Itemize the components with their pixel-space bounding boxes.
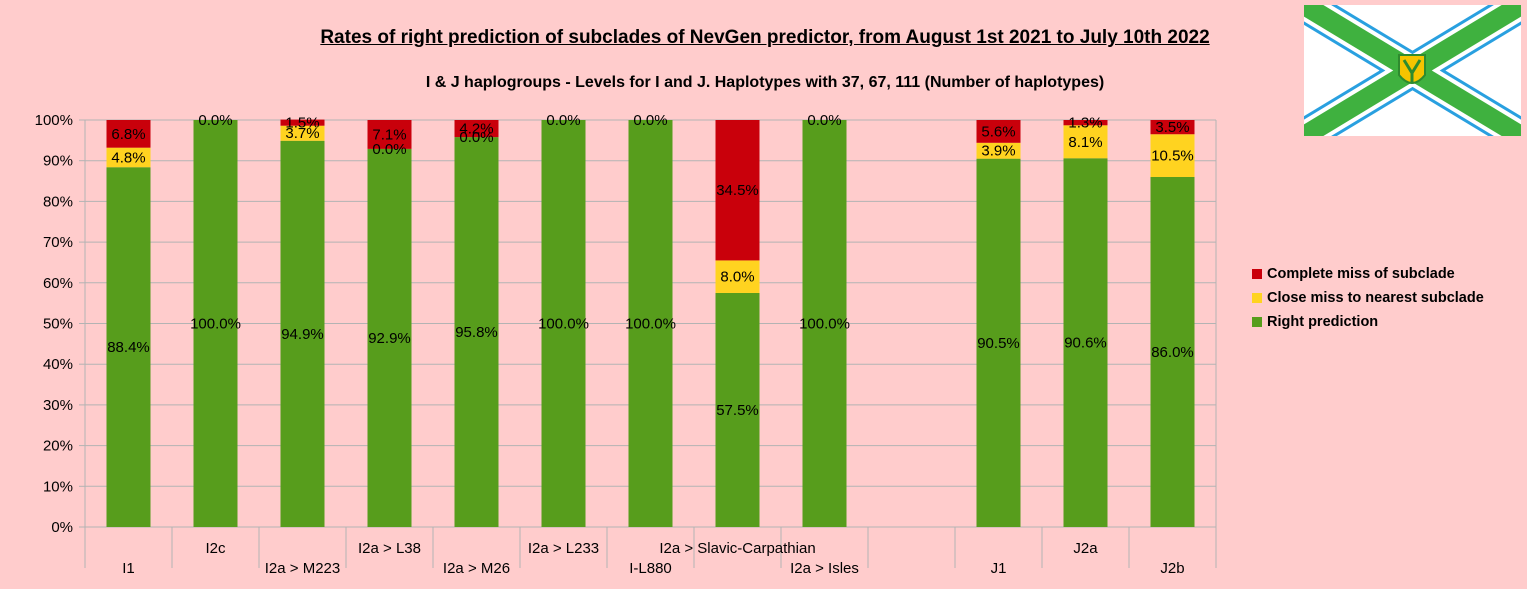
data-label: 0.0% bbox=[633, 112, 667, 129]
data-label: 90.6% bbox=[1064, 335, 1107, 352]
bar-segment bbox=[1063, 158, 1108, 527]
data-label: 100.0% bbox=[799, 316, 850, 333]
x-tick-label: I1 bbox=[122, 560, 135, 577]
data-label: 0.0% bbox=[198, 112, 232, 129]
y-tick-label: 60% bbox=[43, 275, 73, 292]
data-label: 3.7% bbox=[285, 125, 319, 142]
bar-segment bbox=[106, 167, 151, 527]
bar-segment bbox=[715, 292, 760, 527]
data-label: 86.0% bbox=[1151, 344, 1194, 361]
legend-swatch-close-miss bbox=[1252, 293, 1262, 303]
x-tick-label: J2a bbox=[1073, 540, 1098, 557]
flag-logo bbox=[1304, 5, 1521, 136]
bar-segment bbox=[454, 120, 499, 138]
bar-segment bbox=[367, 120, 412, 149]
y-tick-label: 100% bbox=[35, 112, 73, 129]
bar-segment bbox=[715, 260, 760, 293]
bar-segment bbox=[106, 120, 151, 148]
bar-segment bbox=[1150, 176, 1195, 528]
data-label: 0.0% bbox=[372, 141, 406, 158]
x-tick-label: I2a > L233 bbox=[528, 540, 599, 557]
bar-segment bbox=[280, 119, 325, 126]
y-tick-label: 80% bbox=[43, 193, 73, 210]
data-label: 100.0% bbox=[190, 316, 241, 333]
bar-segment bbox=[715, 120, 760, 261]
legend-label-right-prediction: Right prediction bbox=[1267, 314, 1379, 330]
bar-segment bbox=[1150, 134, 1195, 177]
data-label: 0.0% bbox=[546, 112, 580, 129]
data-label: 8.0% bbox=[720, 269, 754, 286]
legend-item-complete-miss: Complete miss of subclade bbox=[1252, 262, 1484, 286]
data-label: 100.0% bbox=[538, 316, 589, 333]
chart-title: Rates of right prediction of subclades o… bbox=[320, 27, 1210, 48]
data-label: 10.5% bbox=[1151, 148, 1194, 165]
bar-segment bbox=[541, 120, 586, 527]
x-tick-label: I2a > M26 bbox=[443, 560, 510, 577]
data-label: 1.5% bbox=[285, 115, 319, 132]
bar-segment bbox=[367, 148, 412, 527]
data-label: 90.5% bbox=[977, 335, 1020, 352]
legend: Complete miss of subclade Close miss to … bbox=[1252, 262, 1484, 334]
bar-segment bbox=[193, 120, 238, 527]
y-tick-label: 0% bbox=[51, 519, 73, 536]
y-tick-label: 90% bbox=[43, 153, 73, 170]
legend-label-complete-miss: Complete miss of subclade bbox=[1267, 266, 1455, 282]
x-tick-label: I-L880 bbox=[629, 560, 672, 577]
bar-segment bbox=[976, 158, 1021, 528]
data-label: 1.3% bbox=[1068, 115, 1102, 132]
y-tick-label: 70% bbox=[43, 234, 73, 251]
bar-segment bbox=[1063, 125, 1108, 159]
bar-segment bbox=[280, 140, 325, 527]
data-label: 100.0% bbox=[625, 316, 676, 333]
bar-segment bbox=[1063, 120, 1108, 126]
data-label: 7.1% bbox=[372, 126, 406, 143]
bar-segment bbox=[628, 120, 673, 527]
legend-swatch-right-prediction bbox=[1252, 317, 1262, 327]
data-label: 3.9% bbox=[981, 143, 1015, 160]
data-label: 5.6% bbox=[981, 123, 1015, 140]
x-tick-label: I2a > M223 bbox=[265, 560, 340, 577]
data-label: 88.4% bbox=[107, 339, 150, 356]
data-label: 57.5% bbox=[716, 402, 759, 419]
legend-item-close-miss: Close miss to nearest subclade bbox=[1252, 286, 1484, 310]
y-tick-label: 40% bbox=[43, 356, 73, 373]
data-label: 8.1% bbox=[1068, 134, 1102, 151]
x-tick-label: I2c bbox=[205, 540, 226, 557]
bar-segment bbox=[976, 142, 1021, 159]
data-label: 92.9% bbox=[368, 330, 411, 347]
data-label: 94.9% bbox=[281, 326, 324, 343]
bar-segment bbox=[454, 137, 499, 527]
x-tick-label: J1 bbox=[991, 560, 1007, 577]
bar-segment bbox=[280, 125, 325, 141]
data-label: 4.8% bbox=[111, 149, 145, 166]
data-label: 6.8% bbox=[111, 126, 145, 143]
data-label: 4.2% bbox=[459, 121, 493, 138]
bar-segment bbox=[802, 120, 847, 527]
bar-segment bbox=[1150, 120, 1195, 135]
legend-swatch-complete-miss bbox=[1252, 269, 1262, 279]
y-tick-label: 10% bbox=[43, 478, 73, 495]
x-tick-label: I2a > Slavic-Carpathian bbox=[659, 540, 815, 557]
bar-segment bbox=[106, 147, 151, 168]
data-label: 0.0% bbox=[807, 112, 841, 129]
data-label: 0.0% bbox=[459, 129, 493, 146]
data-label: 95.8% bbox=[455, 324, 498, 341]
bar-segment bbox=[976, 120, 1021, 143]
plot-area: 0% 10% 20% 30% 40% 50% 60% 70% 80% 90% 100% I1 I2c I2… bbox=[35, 112, 1217, 577]
data-label: 34.5% bbox=[716, 182, 759, 199]
data-label: 3.5% bbox=[1155, 119, 1189, 136]
y-tick-label: 20% bbox=[43, 438, 73, 455]
y-tick-label: 30% bbox=[43, 397, 73, 414]
legend-label-close-miss: Close miss to nearest subclade bbox=[1267, 290, 1484, 306]
chart-subtitle: I & J haplogroups - Levels for I and J. … bbox=[425, 74, 1105, 91]
legend-item-right-prediction: Right prediction bbox=[1252, 310, 1484, 334]
x-tick-label: J2b bbox=[1160, 560, 1184, 577]
x-tick-label: I2a > L38 bbox=[358, 540, 421, 557]
y-tick-label: 50% bbox=[43, 316, 73, 333]
x-tick-label: I2a > Isles bbox=[790, 560, 859, 577]
